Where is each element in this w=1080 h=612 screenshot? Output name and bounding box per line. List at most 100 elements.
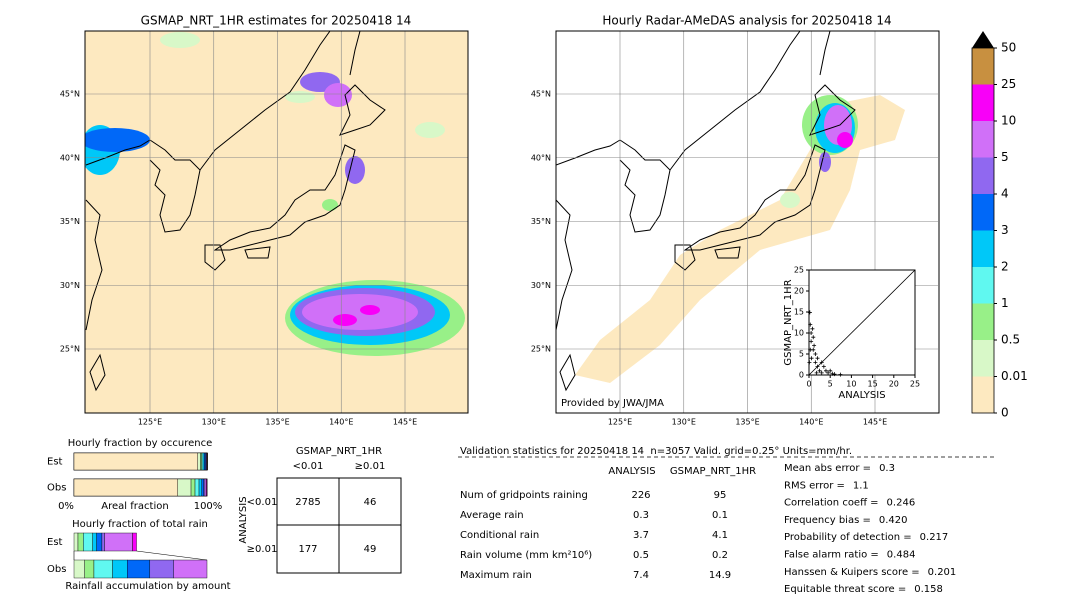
- fraction-segment: [77, 532, 84, 552]
- colorbar-label: 5: [1001, 150, 1009, 164]
- colorbar-label: 0.01: [1001, 369, 1028, 383]
- lon-tick-label: 130°E: [202, 418, 226, 427]
- rain-area: [324, 83, 352, 107]
- colorbar-segment: [972, 303, 994, 340]
- stat-label: Maximum rain: [460, 570, 532, 581]
- fraction-segment: [126, 559, 151, 579]
- score-label: RMS error =: [784, 480, 845, 491]
- scatter-point: [838, 372, 843, 377]
- fraction-segment: [101, 532, 105, 552]
- lat-tick-label: 40°N: [60, 153, 80, 162]
- rain-area: [302, 294, 418, 330]
- stat-value: 0.3: [633, 510, 649, 521]
- colorbar-label: 4: [1001, 187, 1009, 201]
- coastline-path: [244, 246, 271, 259]
- lat-tick-label: 45°N: [531, 90, 551, 99]
- scatter-point: [828, 368, 833, 373]
- rain-area: [345, 156, 365, 184]
- score-label: Mean abs error =: [784, 463, 871, 474]
- stat-value: 95: [714, 490, 727, 501]
- y-tick-label: 10: [794, 329, 804, 338]
- coastline-path: [819, 31, 831, 76]
- scatter-point: [819, 370, 824, 375]
- x-tick-label: 10: [846, 380, 856, 389]
- coastline-path: [339, 84, 386, 136]
- lat-tick-label: 25°N: [531, 345, 551, 354]
- scatter-point: [826, 370, 831, 375]
- col-header: GSMAP_NRT_1HR: [670, 466, 756, 477]
- lon-tick-label: 140°E: [799, 418, 823, 427]
- score-value: 0.246: [887, 498, 916, 509]
- coastline-path: [349, 31, 361, 76]
- coastline-path: [559, 353, 576, 392]
- stat-label: Num of gridpoints raining: [460, 490, 588, 501]
- colorbar-segment: [972, 157, 994, 194]
- score-value: 0.3: [879, 463, 895, 474]
- lon-tick-label: 140°E: [329, 418, 353, 427]
- scatter-point: [815, 364, 820, 369]
- score-label: Equitable threat score =: [784, 584, 906, 595]
- y-tick-label: 5: [799, 350, 804, 359]
- scatter-point: [809, 356, 814, 361]
- colorbar-label: 50: [1001, 41, 1016, 55]
- row-label: ≥0.01: [247, 544, 278, 555]
- lon-tick-label: 145°E: [863, 418, 887, 427]
- lat-tick-label: 30°N: [60, 281, 80, 290]
- table-cell: 46: [364, 497, 377, 508]
- rain-area: [415, 122, 445, 138]
- map-frame: [555, 30, 940, 414]
- rain-area: [360, 305, 380, 315]
- coastline-path: [556, 139, 621, 166]
- fraction-segment: [92, 532, 97, 552]
- lat-tick-label: 35°N: [531, 217, 551, 226]
- lat-tick-label: 30°N: [531, 281, 551, 290]
- colorbar-segment: [972, 121, 994, 158]
- rain-area: [837, 132, 853, 148]
- table-cell: 2785: [295, 497, 320, 508]
- connector: [136, 550, 208, 561]
- coastline-path: [674, 244, 696, 271]
- colorbar-segment: [972, 230, 994, 267]
- fraction-segment: [73, 559, 85, 579]
- stat-label: Conditional rain: [460, 530, 539, 541]
- coastline-path: [809, 84, 856, 136]
- col-header: ANALYSIS: [608, 466, 655, 477]
- fraction-segment: [73, 532, 79, 552]
- scatter-point: [811, 335, 816, 340]
- bar-label: Est: [47, 457, 63, 468]
- fraction-segment: [201, 478, 204, 497]
- map-panel: [85, 31, 468, 413]
- coastline-path: [204, 244, 226, 271]
- rain-area: [85, 128, 150, 152]
- coastline-path: [619, 139, 671, 233]
- colorbar-segment: [972, 194, 994, 231]
- table-cell: 49: [364, 544, 377, 555]
- score-label: Probability of detection =: [784, 532, 912, 543]
- one-to-one-line: [808, 269, 916, 376]
- validation-title: Validation statistics for 20250418 14 n=…: [460, 446, 852, 457]
- lon-tick-label: 130°E: [672, 418, 696, 427]
- col-label: <0.01: [293, 461, 324, 472]
- fraction-segment: [73, 452, 198, 471]
- fraction-segment: [206, 478, 208, 497]
- scatter-point: [810, 326, 815, 331]
- scatter-point: [814, 370, 819, 375]
- axis-end: 100%: [194, 501, 223, 512]
- coastline-path: [89, 353, 106, 392]
- bar-label: Obs: [47, 483, 66, 494]
- fraction-segment: [73, 478, 178, 497]
- rain-area: [322, 199, 338, 211]
- row-label: <0.01: [247, 497, 278, 508]
- bar-label: Obs: [47, 564, 66, 575]
- rain-area: [780, 192, 800, 208]
- map-frame: [84, 30, 469, 414]
- score-value: 0.420: [879, 515, 908, 526]
- lat-tick-label: 45°N: [60, 90, 80, 99]
- stat-value: 3.7: [633, 530, 649, 541]
- score-label: False alarm ratio =: [784, 550, 879, 561]
- scatter-point: [830, 371, 835, 376]
- fraction-segment: [84, 559, 95, 579]
- fraction-segment: [194, 478, 200, 497]
- scatter-ylabel: GSMAP_NRT_1HR: [783, 279, 794, 365]
